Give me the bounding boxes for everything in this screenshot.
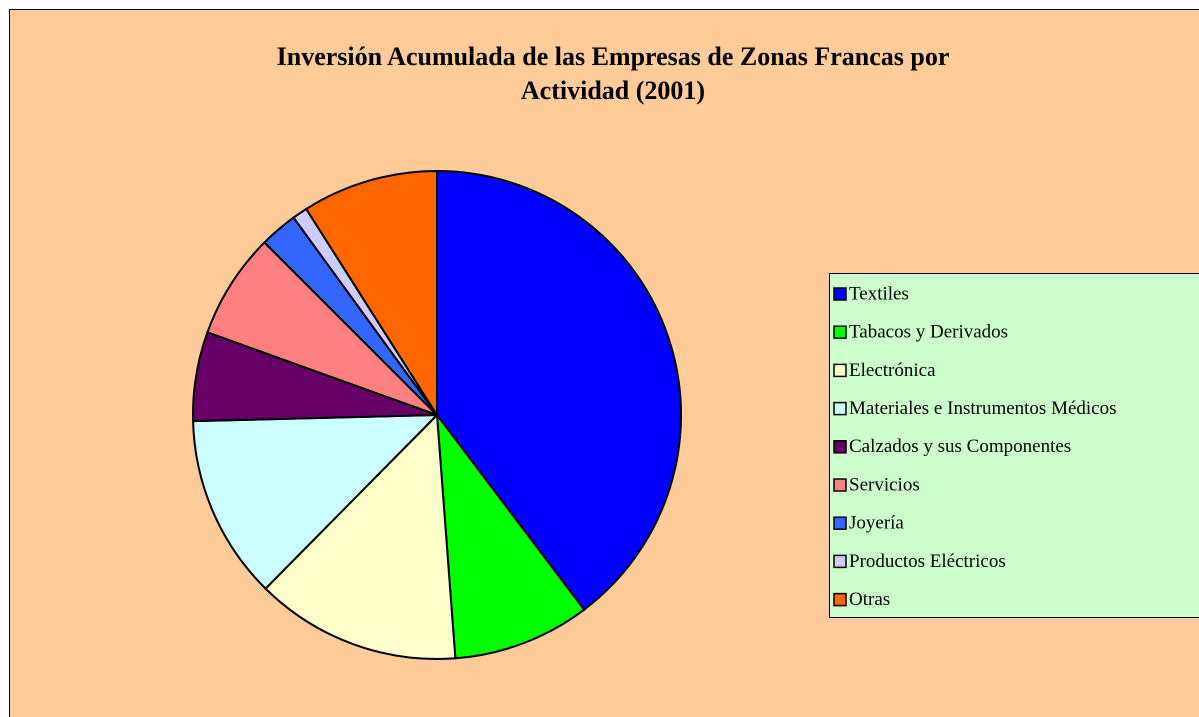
pie-slice — [264, 412, 457, 660]
pie-slice — [192, 413, 440, 591]
legend-label: Materiales e Instrumentos Médicos — [849, 398, 1117, 419]
legend-swatch — [833, 516, 847, 530]
pie-slice — [436, 169, 682, 612]
legend-swatch — [833, 478, 847, 492]
legend-swatch — [833, 592, 847, 607]
legend-box — [829, 273, 1199, 618]
legend-swatch — [833, 363, 847, 378]
legend-swatch — [833, 325, 847, 339]
legend-swatch — [833, 554, 847, 569]
pie-slice — [206, 241, 438, 416]
legend-label: Calzados y sus Componentes — [849, 436, 1071, 457]
legend-label: Electrónica — [849, 360, 936, 381]
chart-title: Inversión Acumulada de las Empresas de Z… — [277, 42, 950, 105]
legend-label: Productos Eléctricos — [849, 551, 1006, 572]
pie-slice — [435, 411, 586, 660]
legend-label: Servicios — [849, 474, 920, 495]
legend-swatch — [833, 440, 847, 454]
legend-swatch — [833, 287, 847, 301]
legend-swatch — [833, 401, 847, 416]
legend-label: Otras — [849, 589, 890, 610]
pie-slice — [304, 169, 438, 419]
legend-label: Textiles — [849, 283, 909, 304]
legend-label: Joyería — [849, 513, 904, 534]
legend-label: Tabacos y Derivados — [849, 322, 1008, 343]
